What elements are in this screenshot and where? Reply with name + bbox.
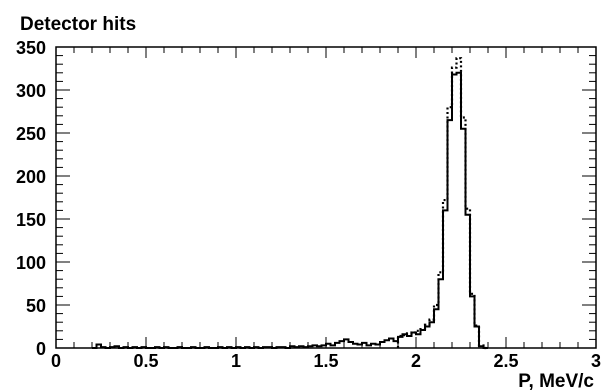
y-tick-label: 350 (16, 38, 46, 58)
y-tick-labels: 0 50 100 150 200 250 300 350 (16, 38, 46, 359)
y-tick-label: 50 (26, 296, 46, 316)
x-tick-label: 0.5 (133, 351, 158, 371)
chart-title: Detector hits (20, 14, 136, 35)
data-histogram-line (92, 71, 488, 349)
fit-dotted-histogram-line (396, 57, 488, 350)
x-tick-label: 1.5 (313, 351, 338, 371)
plot-frame (55, 46, 597, 349)
x-tick-labels: 0 0.5 1 1.5 2 2.5 3 (51, 351, 601, 371)
y-tick-label: 200 (16, 167, 46, 187)
x-tick-label: 3 (591, 351, 601, 371)
histogram-series (92, 57, 488, 350)
y-tick-label: 300 (16, 81, 46, 101)
axis-tick-marks (55, 46, 597, 349)
x-axis-label: P, MeV/c (518, 371, 594, 392)
x-tick-label: 2.5 (493, 351, 518, 371)
x-tick-label: 0 (51, 351, 61, 371)
y-tick-label: 250 (16, 124, 46, 144)
y-tick-label: 100 (16, 253, 46, 273)
y-tick-label: 0 (36, 339, 46, 359)
y-tick-label: 150 (16, 210, 46, 230)
x-tick-label: 2 (411, 351, 421, 371)
x-tick-label: 1 (231, 351, 241, 371)
